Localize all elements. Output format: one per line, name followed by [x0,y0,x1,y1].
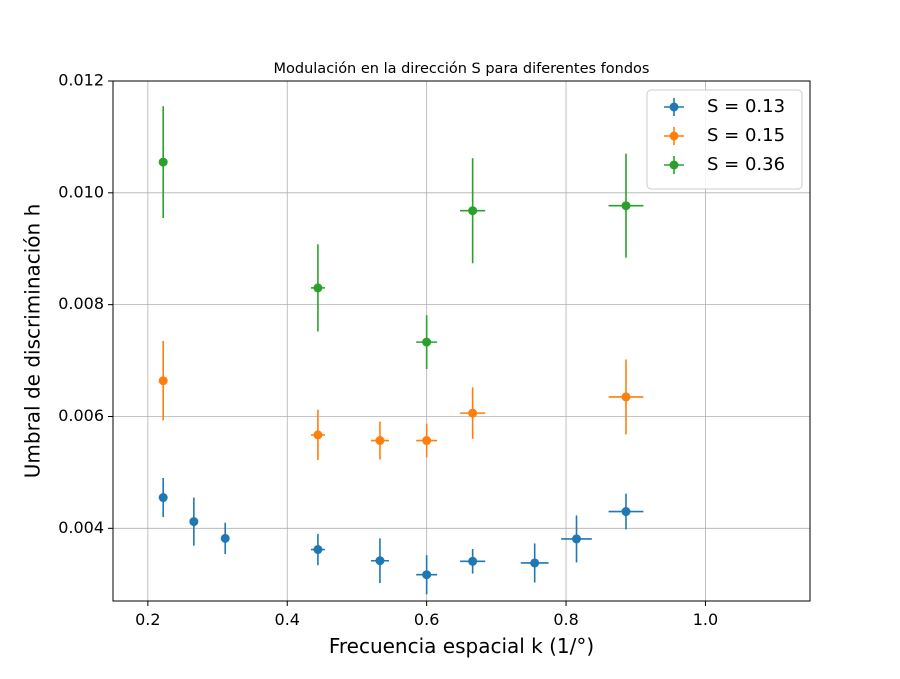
data-point [608,153,644,258]
point-marker [189,517,199,527]
x-tick-label: 0.6 [414,610,439,629]
chart-title: Modulación en la dirección S para difere… [274,61,650,77]
data-point [608,359,644,435]
data-point [520,543,549,583]
point-marker [468,556,478,566]
legend-label: S = 0.36 [707,154,785,175]
data-point [310,533,325,566]
legend: S = 0.13 S = 0.15 S = 0.36 [646,89,803,190]
y-axis-label: Umbral de discriminación h [21,204,45,478]
point-marker [422,337,432,347]
data-point [370,538,390,584]
point-marker [220,533,230,543]
point-marker [621,201,631,211]
y-tick-label: 0.006 [58,406,104,425]
point-marker [158,376,168,386]
point-marker [375,556,385,566]
series-1 [158,477,644,595]
series-3 [158,106,644,369]
data-series [158,106,644,595]
data-point [608,493,644,530]
data-point [158,341,168,421]
legend-entry: S = 0.36 [664,154,785,175]
data-point [416,315,438,369]
legend-entry: S = 0.13 [664,96,785,117]
legend-entry: S = 0.15 [664,125,785,146]
point-marker [158,157,168,167]
axis-ticks: 0.2 0.4 0.6 0.8 1.0 0.004 0.006 0.008 0.010 0.012 [58,71,718,630]
y-tick-label: 0.004 [58,518,104,537]
x-tick-label: 0.4 [275,610,300,629]
point-marker [621,507,631,517]
x-tick-label: 0.8 [553,610,578,629]
data-point [460,549,486,574]
point-marker [468,206,478,216]
data-point [189,497,199,546]
data-point [370,421,390,460]
data-point [561,515,592,563]
point-marker [422,436,432,446]
legend-label: S = 0.15 [707,125,785,146]
legend-box [646,89,803,190]
y-tick-label: 0.008 [58,294,104,313]
point-marker [313,430,323,440]
point-marker [313,545,323,555]
data-point [310,244,325,332]
point-marker [468,408,478,418]
point-marker [313,283,323,293]
x-tick-label: 1.0 [693,610,718,629]
data-point [416,423,438,458]
legend-marker [669,102,679,112]
legend-marker [669,160,679,170]
point-marker [375,436,385,446]
data-point [158,106,168,218]
data-point [158,477,168,518]
legend-marker [669,131,679,141]
data-point [310,409,325,461]
point-marker [621,392,631,402]
point-marker [158,493,168,503]
x-tick-label: 0.2 [135,610,160,629]
data-point [460,158,486,264]
plot-frame [112,80,811,602]
y-tick-label: 0.012 [58,71,104,90]
data-point [460,387,486,439]
series-2 [158,341,644,461]
data-point [416,555,438,595]
point-marker [530,558,540,568]
legend-label: S = 0.13 [707,96,785,117]
point-marker [572,534,582,544]
y-tick-label: 0.010 [58,182,104,201]
point-marker [422,570,432,580]
data-point [220,522,230,555]
x-axis-label: Frecuencia espacial k (1/°) [329,634,594,658]
